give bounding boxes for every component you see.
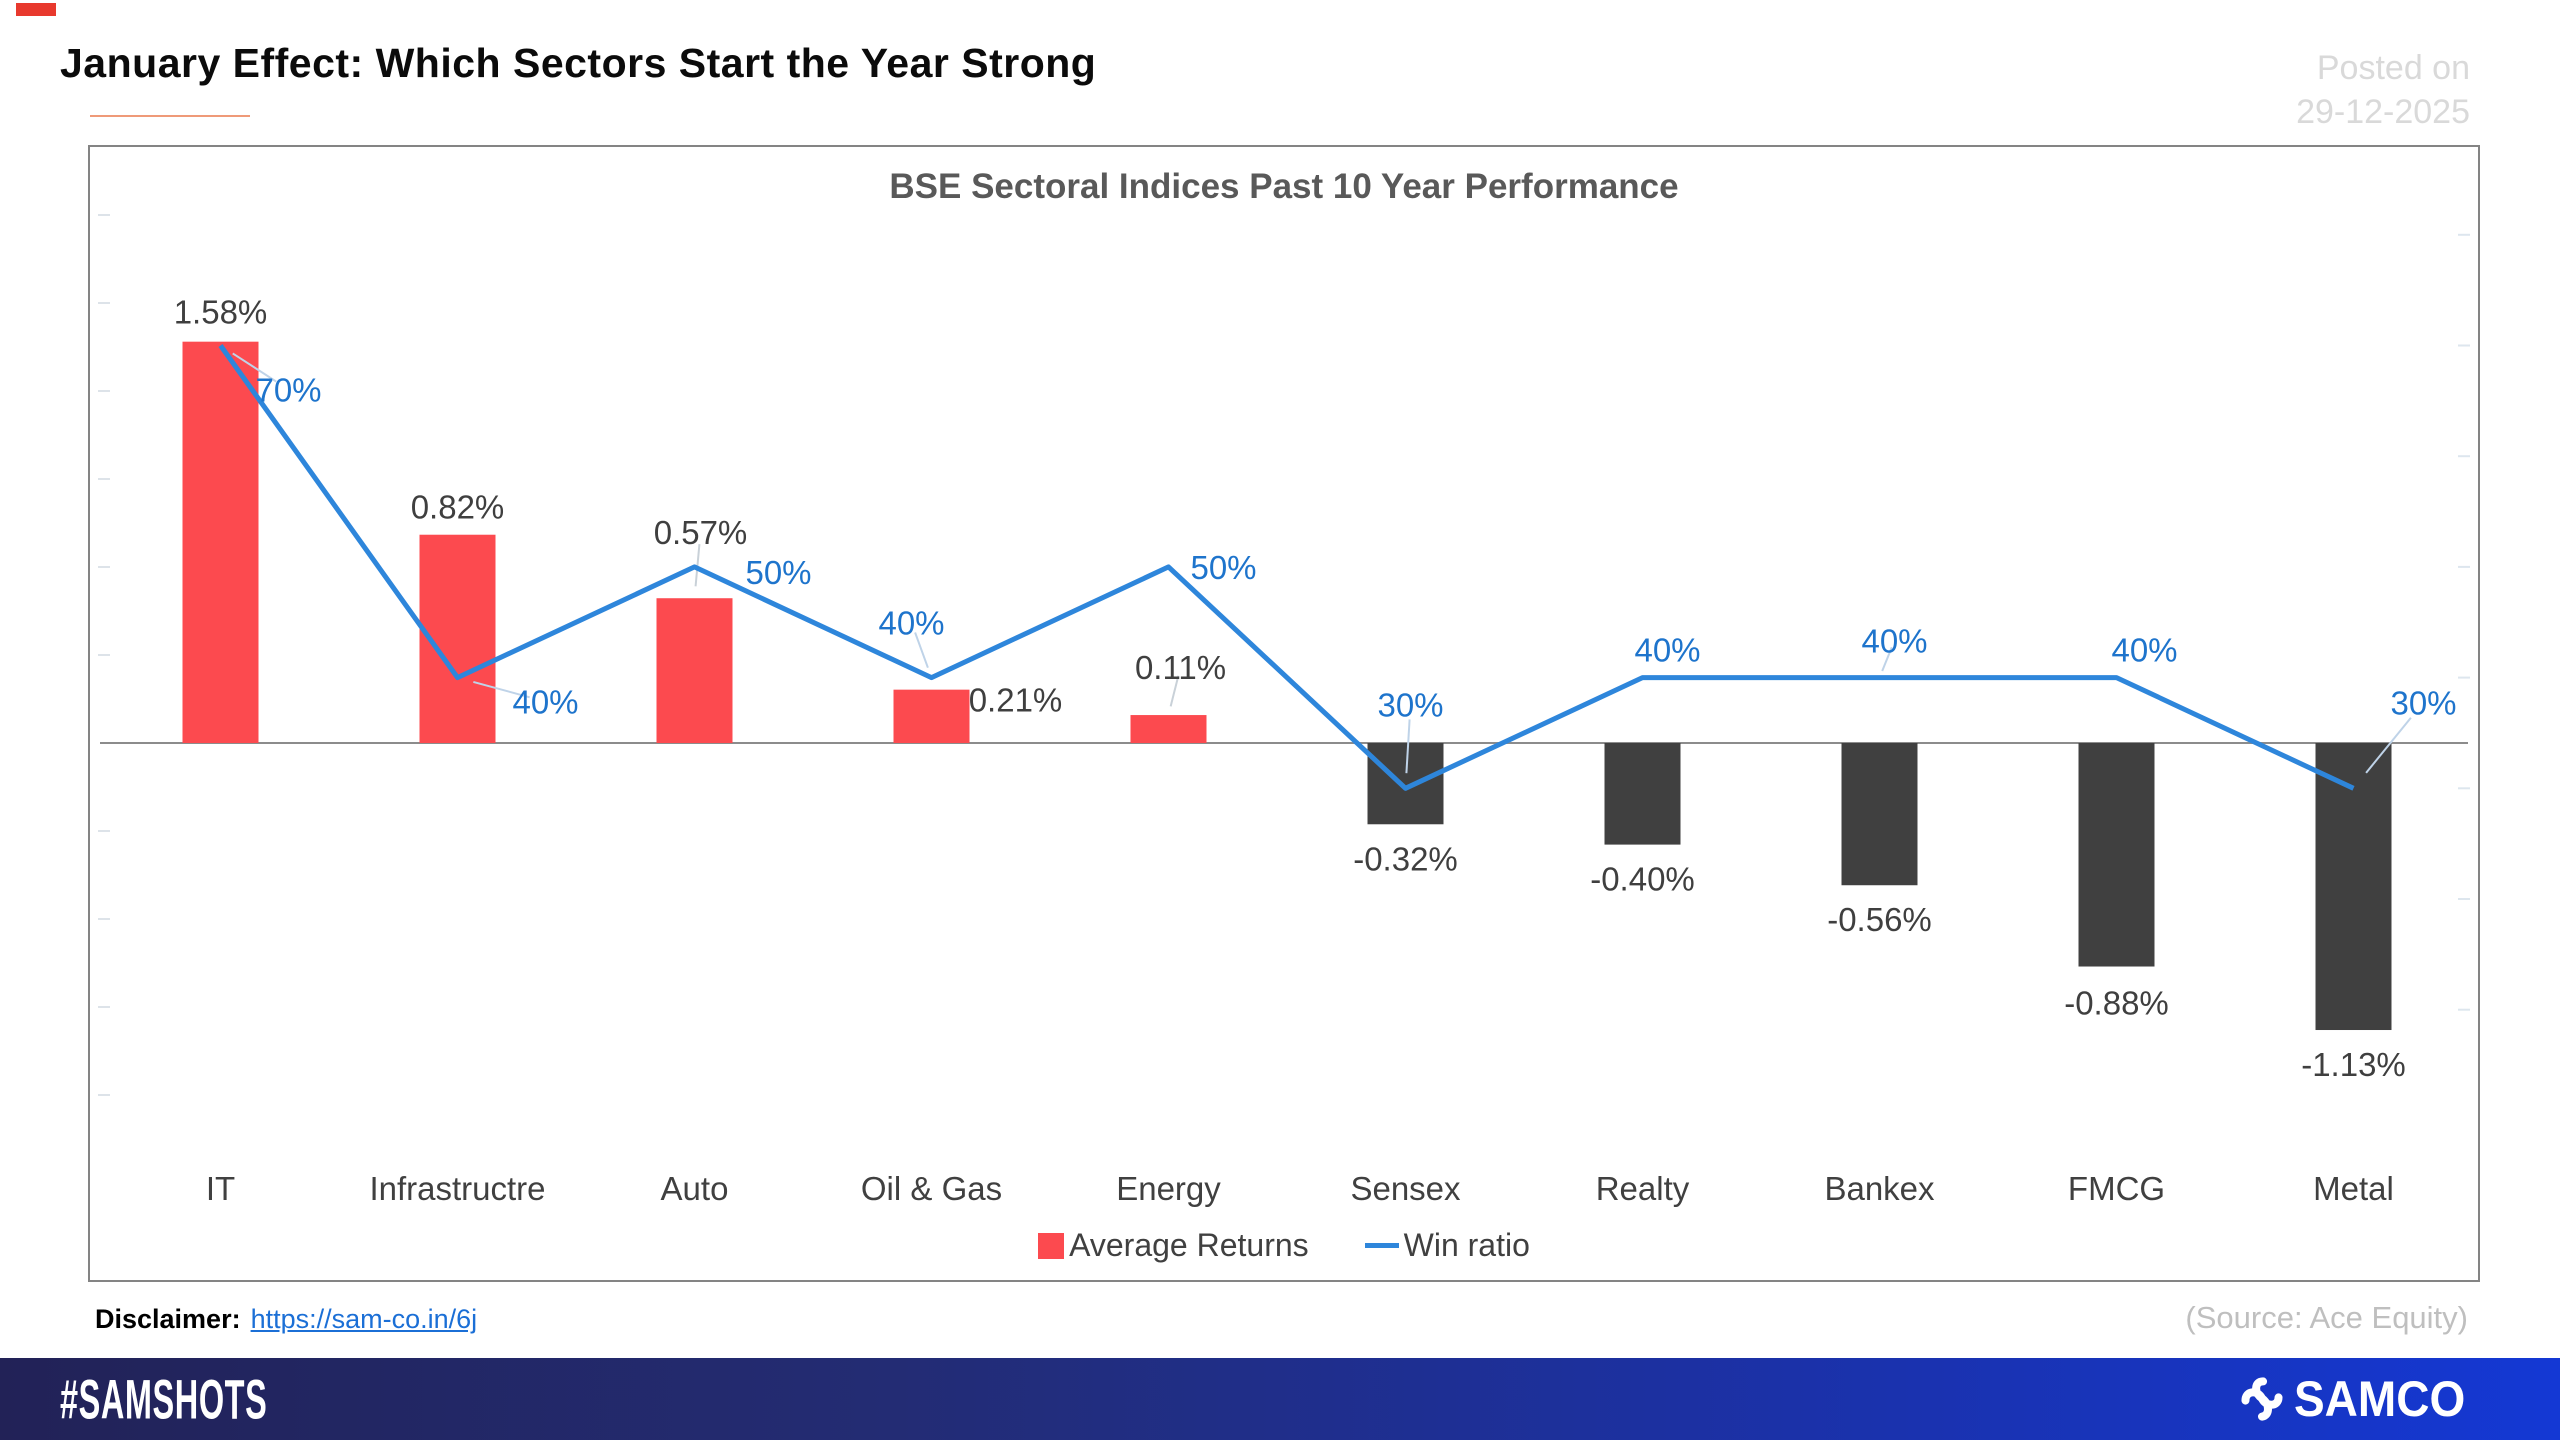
footer-bar: #SAMSHOTS SAMCO <box>0 1358 2560 1440</box>
bar-value-label: -0.40% <box>1590 861 1695 898</box>
win-ratio-value-label: 40% <box>1634 632 1700 669</box>
bar-value-label: -0.88% <box>2064 985 2169 1022</box>
category-label-Infrastructre: Infrastructre <box>369 1170 545 1207</box>
title-underline <box>90 115 250 117</box>
category-label-Metal: Metal <box>2313 1170 2394 1207</box>
win-ratio-line <box>218 344 2355 791</box>
category-label-Energy: Energy <box>1116 1170 1221 1207</box>
page-title: January Effect: Which Sectors Start the … <box>60 40 1097 86</box>
bar-Metal <box>2315 743 2392 1031</box>
bar-value-label: -1.13% <box>2301 1046 2406 1083</box>
chart-legend: Average Returns Win ratio <box>90 1227 2478 1264</box>
disclaimer-label: Disclaimer: <box>95 1304 241 1334</box>
label-leader-line <box>232 352 277 383</box>
bar-Auto <box>656 598 733 743</box>
samshots-wordmark: #SAMSHOTS <box>60 1367 268 1431</box>
posted-on-label: Posted on <box>2316 49 2470 87</box>
bar-Energy <box>1130 715 1207 743</box>
bar-Oil & Gas <box>893 689 970 743</box>
win-ratio-value-label: 40% <box>512 684 578 721</box>
win-ratio-value-label: 40% <box>1861 623 1927 660</box>
category-label-FMCG: FMCG <box>2068 1170 2165 1207</box>
category-label-Oil & Gas: Oil & Gas <box>861 1170 1002 1207</box>
bar-Sensex <box>1367 743 1444 825</box>
posted-on: Posted on 29-12-2025 <box>2296 46 2470 134</box>
win-ratio-value-label: 40% <box>878 605 944 642</box>
bar-value-label: -0.56% <box>1827 901 1932 938</box>
legend-line-swatch-icon <box>1364 1243 1399 1248</box>
legend-item-win-ratio: Win ratio <box>1364 1227 1530 1264</box>
category-label-IT: IT <box>206 1170 235 1207</box>
label-leader-line <box>914 632 929 669</box>
category-label-Auto: Auto <box>661 1170 729 1207</box>
bar-value-label: 1.58% <box>174 294 268 331</box>
bar-Realty <box>1604 743 1681 845</box>
chart-title: BSE Sectoral Indices Past 10 Year Perfor… <box>889 167 1679 206</box>
bar-value-label: 0.57% <box>654 514 748 551</box>
corner-red-mark <box>16 3 56 16</box>
category-label-Realty: Realty <box>1596 1170 1690 1207</box>
label-leader-line <box>1881 646 1893 672</box>
category-label-Sensex: Sensex <box>1350 1170 1461 1207</box>
legend-label-win-ratio: Win ratio <box>1403 1227 1530 1263</box>
disclaimer: Disclaimer: https://sam-co.in/6j <box>95 1304 477 1335</box>
posted-on-date: 29-12-2025 <box>2296 93 2470 131</box>
legend-label-average-returns: Average Returns <box>1069 1227 1309 1263</box>
win-ratio-value-label: 30% <box>2390 684 2456 721</box>
label-leader-line <box>2365 717 2412 774</box>
label-leader-line <box>1169 675 1180 707</box>
bar-FMCG <box>2078 743 2155 967</box>
chart-canvas: 1.58% 0.82% 0.57% 0.21% 0.11% -0.32% -0.40% -0.… <box>98 214 2470 1207</box>
bar-value-label: -0.32% <box>1353 840 1458 877</box>
label-leader-line <box>473 680 530 699</box>
win-ratio-value-label: 40% <box>2111 632 2177 669</box>
label-leader-line <box>694 544 701 587</box>
bar-value-label: 0.82% <box>411 489 505 526</box>
bar-Bankex <box>1841 743 1918 886</box>
legend-bar-swatch-icon <box>1038 1232 1065 1259</box>
chart-container: 1.58% 0.82% 0.57% 0.21% 0.11% -0.32% -0.40% -0.… <box>88 145 2480 1282</box>
samco-logo-icon <box>2241 1377 2283 1421</box>
bar-value-label: 0.21% <box>969 682 1063 719</box>
bar-value-label: 0.11% <box>1135 649 1226 686</box>
win-ratio-value-label: 30% <box>1377 686 1443 723</box>
bar-IT <box>182 341 259 743</box>
legend-item-average-returns: Average Returns <box>1038 1227 1309 1264</box>
win-ratio-value-label: 50% <box>1190 549 1256 586</box>
source-note: (Source: Ace Equity) <box>2185 1300 2468 1335</box>
samco-wordmark: SAMCO <box>2293 1371 2466 1427</box>
label-leader-line <box>1405 719 1411 774</box>
samco-brand: SAMCO <box>2238 1370 2480 1428</box>
win-ratio-value-label: 50% <box>745 554 811 591</box>
category-label-Bankex: Bankex <box>1824 1170 1935 1207</box>
disclaimer-link[interactable]: https://sam-co.in/6j <box>250 1304 478 1334</box>
win-ratio-value-label: 70% <box>255 372 321 409</box>
